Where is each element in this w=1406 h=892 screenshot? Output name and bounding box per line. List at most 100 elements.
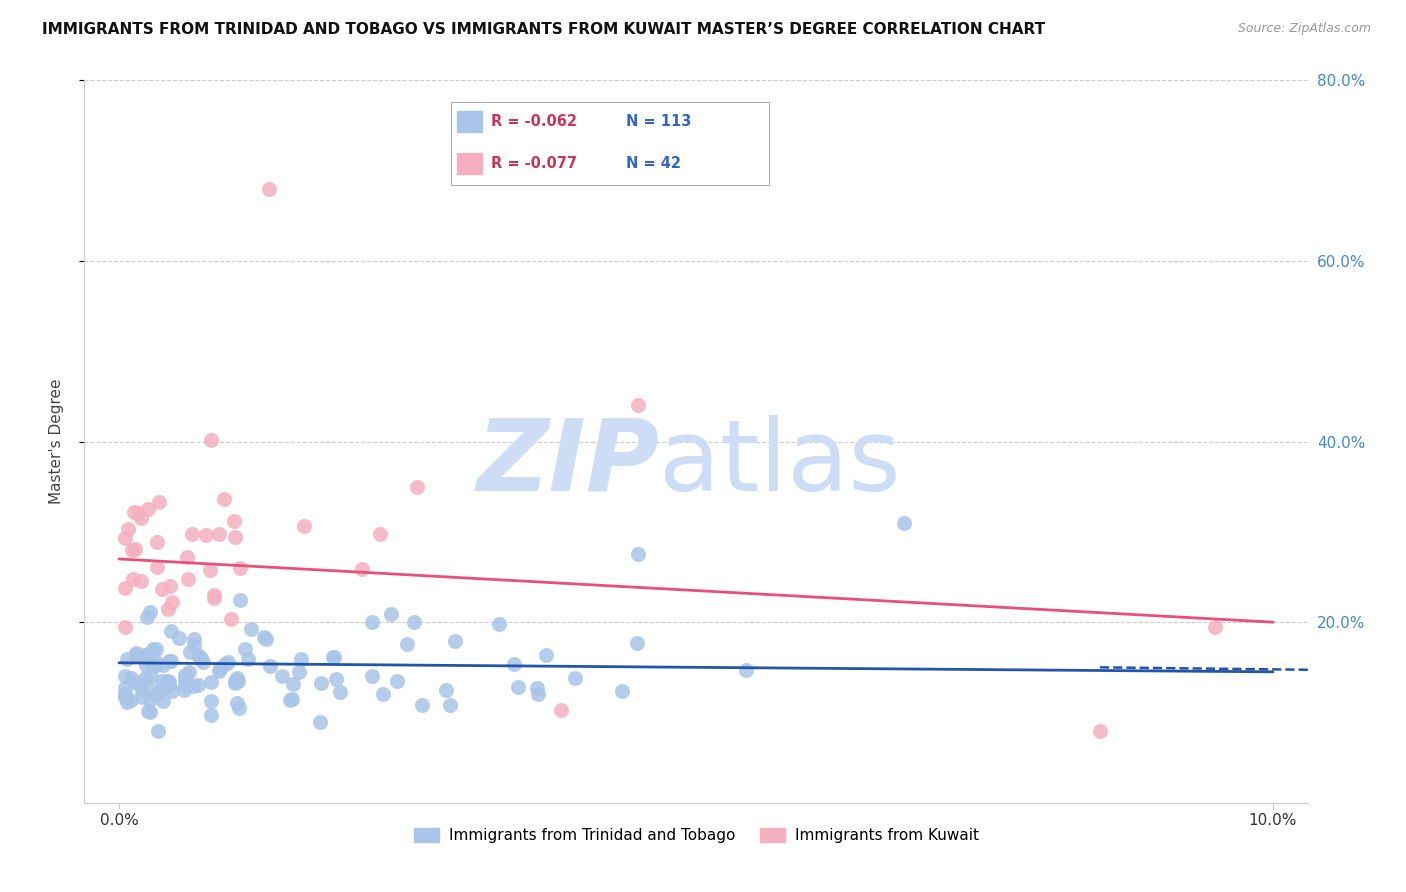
Point	[411, 698, 433, 712]
Point	[132, 648, 155, 662]
Point	[322, 649, 344, 664]
Point	[564, 671, 586, 685]
Point	[506, 680, 529, 694]
Point	[202, 589, 225, 603]
Point	[148, 495, 170, 509]
Point	[139, 705, 162, 719]
Point	[173, 683, 195, 698]
Point	[115, 652, 138, 666]
Point	[434, 682, 457, 697]
Point	[114, 581, 136, 595]
Point	[329, 684, 352, 698]
Point	[131, 690, 153, 705]
Point	[371, 687, 394, 701]
Point	[139, 605, 162, 619]
Point	[131, 682, 153, 697]
Point	[406, 480, 429, 494]
Point	[214, 657, 236, 671]
Point	[193, 655, 215, 669]
Point	[503, 657, 526, 672]
Point	[259, 658, 281, 673]
Point	[439, 698, 461, 712]
Text: Source: ZipAtlas.com: Source: ZipAtlas.com	[1237, 22, 1371, 36]
Point	[190, 650, 212, 665]
Point	[124, 541, 146, 556]
Point	[527, 687, 550, 701]
Point	[114, 687, 136, 701]
Point	[627, 548, 650, 562]
Point	[114, 681, 136, 695]
Point	[228, 673, 250, 688]
Point	[395, 637, 418, 651]
Point	[138, 693, 160, 707]
Point	[226, 696, 249, 710]
Point	[127, 506, 149, 520]
Point	[135, 648, 157, 663]
Point	[229, 561, 252, 575]
Point	[200, 694, 222, 708]
Point	[734, 664, 756, 678]
Point	[121, 542, 143, 557]
Point	[233, 642, 256, 657]
Point	[444, 634, 467, 648]
Point	[257, 182, 280, 196]
Point	[188, 652, 211, 666]
Point	[239, 623, 262, 637]
Point	[200, 434, 222, 448]
Point	[143, 655, 166, 669]
Point	[174, 672, 197, 686]
Point	[228, 700, 250, 714]
Point	[224, 530, 246, 544]
Point	[173, 668, 195, 682]
Point	[150, 582, 173, 596]
Point	[281, 676, 304, 690]
Point	[288, 665, 311, 680]
Point	[145, 642, 167, 657]
Point	[134, 671, 156, 685]
Point	[322, 649, 344, 664]
Point	[114, 690, 136, 704]
Point	[169, 631, 191, 645]
Point	[488, 616, 510, 631]
Point	[146, 534, 169, 549]
Point	[236, 651, 259, 665]
Point	[128, 677, 150, 691]
Point	[387, 673, 409, 688]
Text: atlas: atlas	[659, 415, 901, 512]
Point	[198, 563, 221, 577]
Point	[152, 694, 174, 708]
Point	[139, 669, 162, 683]
Point	[200, 708, 222, 723]
Point	[120, 693, 142, 707]
Point	[131, 574, 153, 588]
Point	[122, 505, 145, 519]
Point	[226, 671, 249, 685]
Point	[159, 624, 181, 638]
Point	[187, 678, 209, 692]
Point	[162, 684, 184, 698]
Legend: Immigrants from Trinidad and Tobago, Immigrants from Kuwait: Immigrants from Trinidad and Tobago, Imm…	[406, 822, 986, 849]
Point	[150, 673, 173, 688]
Point	[626, 636, 648, 650]
Point	[281, 691, 304, 706]
Point	[380, 607, 402, 621]
Point	[180, 527, 202, 541]
Point	[181, 680, 204, 694]
Point	[224, 675, 246, 690]
Point	[526, 681, 548, 696]
Point	[157, 675, 180, 690]
Point	[368, 527, 391, 541]
Point	[145, 686, 167, 700]
Point	[152, 657, 174, 672]
Point	[534, 648, 557, 662]
Point	[114, 669, 136, 683]
Text: IMMIGRANTS FROM TRINIDAD AND TOBAGO VS IMMIGRANTS FROM KUWAIT MASTER’S DEGREE CO: IMMIGRANTS FROM TRINIDAD AND TOBAGO VS I…	[42, 22, 1045, 37]
Point	[114, 619, 136, 633]
Point	[162, 595, 184, 609]
Point	[125, 646, 148, 660]
Point	[139, 682, 162, 697]
Point	[311, 675, 333, 690]
Point	[208, 526, 231, 541]
Point	[309, 715, 332, 730]
Point	[179, 665, 201, 679]
